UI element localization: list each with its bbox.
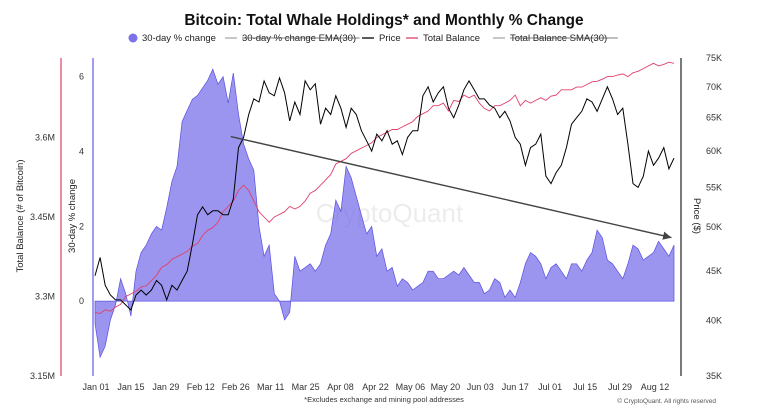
x-tick-label: May 06 [396, 382, 426, 392]
x-tick-label: May 20 [431, 382, 461, 392]
balance-tick-label: 3.3M [35, 292, 55, 302]
price-tick-label: 60K [706, 146, 722, 156]
price-tick-label: 35K [706, 371, 722, 381]
legend: 30-day % change 30-day % change EMA(30) Pr… [128, 33, 618, 44]
price-tick-label: 45K [706, 266, 722, 276]
pct-tick-label: 2 [79, 221, 84, 231]
x-tick-label: Mar 25 [292, 382, 320, 392]
legend-label: 30-day % change EMA(30) [242, 33, 356, 44]
legend-item: 30-day % change [128, 33, 216, 44]
pct-axis-title: 30-day % change [67, 179, 78, 253]
credit-text: © CryptoQuant. All rights reserved [617, 397, 716, 405]
x-tick-label: Jul 29 [608, 382, 632, 392]
legend-label: 30-day % change [142, 33, 216, 44]
trend-arrow [230, 135, 672, 240]
balance-axis-title: Total Balance (# of Bitcoin) [15, 159, 26, 272]
legend-label: Total Balance [423, 33, 480, 44]
x-tick-label: Jul 01 [538, 382, 562, 392]
price-line [94, 76, 675, 311]
x-tick-label: Aug 12 [641, 382, 670, 392]
balance-tick-label: 3.15M [30, 371, 55, 381]
pct-tick-label: 6 [79, 72, 84, 82]
legend-label: Price [379, 33, 401, 44]
legend-dot-icon [128, 33, 138, 43]
x-tick-label: Jun 17 [502, 382, 529, 392]
price-tick-label: 70K [706, 82, 722, 92]
pct-change-area [94, 68, 675, 359]
legend-item: Total Balance [406, 33, 480, 44]
x-tick-label: Jul 15 [573, 382, 597, 392]
x-tick-label: Apr 08 [327, 382, 354, 392]
price-tick-label: 65K [706, 113, 722, 123]
legend-item: Price [362, 33, 401, 44]
legend-item: 30-day % change EMA(30) [225, 33, 360, 44]
x-tick-label: Apr 22 [362, 382, 389, 392]
chart-title: Bitcoin: Total Whale Holdings* and Month… [184, 12, 584, 29]
x-tick-label: Mar 11 [257, 382, 284, 392]
x-tick-label: Feb 12 [187, 382, 215, 392]
legend-label: Total Balance SMA(30) [510, 33, 607, 44]
balance-tick-label: 3.6M [35, 133, 55, 143]
x-tick-label: Jun 03 [467, 382, 494, 392]
pct-tick-label: 0 [79, 296, 84, 306]
balance-tick-label: 3.45M [30, 212, 55, 222]
legend-item: Total Balance SMA(30) [493, 33, 618, 44]
price-tick-label: 50K [706, 222, 722, 232]
x-tick-label: Jan 01 [82, 382, 109, 392]
pct-tick-label: 4 [79, 147, 84, 157]
price-tick-label: 55K [706, 182, 722, 192]
price-tick-label: 40K [706, 315, 722, 325]
x-tick-label: Jan 29 [152, 382, 179, 392]
price-axis-title: Price ($) [691, 198, 702, 234]
plot-area: CryptoQuant3.15M3.3M3.45M3.6M024635K40K4… [15, 53, 722, 392]
x-tick-label: Jan 15 [117, 382, 144, 392]
footnote: *Excludes exchange and mining pool addre… [304, 395, 464, 404]
price-tick-label: 75K [706, 53, 722, 63]
x-tick-label: Feb 26 [222, 382, 250, 392]
